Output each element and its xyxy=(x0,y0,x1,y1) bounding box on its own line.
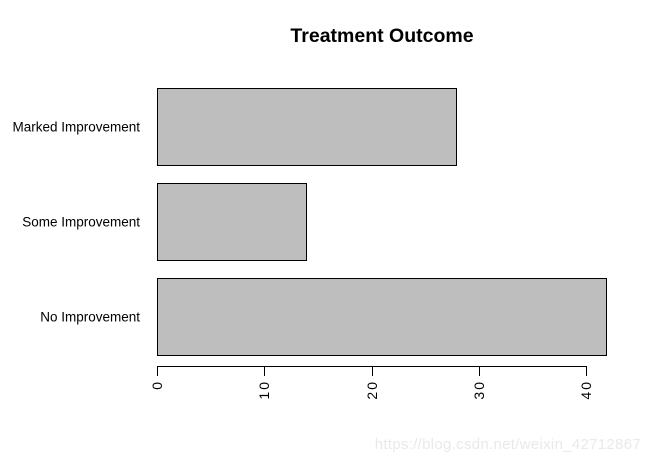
x-axis-tick-label: 40 xyxy=(578,380,594,400)
chart-title: Treatment Outcome xyxy=(290,25,474,47)
category-label-no-improvement: No Improvement xyxy=(40,309,140,325)
bar-marked-improvement xyxy=(157,88,458,166)
x-axis-tick xyxy=(371,367,373,376)
watermark-text: https://blog.csdn.net/weixin_42712867 xyxy=(374,436,641,453)
x-axis-tick-label: 0 xyxy=(149,380,165,390)
x-axis-tick xyxy=(478,367,480,376)
x-axis-tick xyxy=(264,367,266,376)
x-axis-tick xyxy=(157,367,158,376)
x-axis-tick-label: 20 xyxy=(363,380,380,400)
x-axis-line xyxy=(157,366,587,367)
bar-no-improvement xyxy=(157,278,608,356)
category-label-some-improvement: Some Improvement xyxy=(22,214,140,230)
x-axis-tick-label: 30 xyxy=(470,380,487,400)
category-label-marked-improvement: Marked Improvement xyxy=(12,119,140,135)
x-axis-tick-label: 10 xyxy=(256,380,273,400)
bar-some-improvement xyxy=(157,183,308,261)
x-axis-tick xyxy=(586,367,587,376)
